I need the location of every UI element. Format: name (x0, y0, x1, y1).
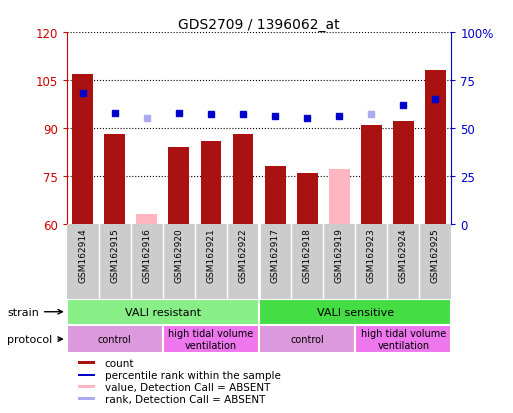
Text: GSM162917: GSM162917 (270, 228, 280, 282)
Bar (67, 325, 163, 354)
Text: percentile rank within the sample: percentile rank within the sample (105, 370, 281, 380)
Bar (104, 135, 125, 224)
Text: GSM162921: GSM162921 (206, 228, 215, 282)
Text: VALI resistant: VALI resistant (125, 307, 201, 317)
Bar (297, 173, 318, 224)
Bar (393, 122, 414, 224)
Text: strain: strain (7, 307, 63, 317)
Text: GSM162922: GSM162922 (239, 228, 248, 282)
Bar (329, 170, 350, 224)
Text: GSM162918: GSM162918 (303, 228, 312, 282)
Bar (72, 74, 93, 224)
Title: GDS2709 / 1396062_at: GDS2709 / 1396062_at (178, 18, 340, 32)
Bar (78, 397, 95, 400)
Text: GSM162914: GSM162914 (78, 228, 87, 282)
Bar (136, 214, 157, 224)
Bar (67, 299, 259, 325)
Text: count: count (105, 358, 134, 368)
Bar (259, 325, 355, 354)
Bar (168, 147, 189, 224)
Text: GSM162925: GSM162925 (431, 228, 440, 282)
Text: VALI sensitive: VALI sensitive (317, 307, 394, 317)
Text: high tidal volume
ventilation: high tidal volume ventilation (168, 328, 253, 350)
Bar (78, 385, 95, 388)
Bar (232, 135, 253, 224)
Text: high tidal volume
ventilation: high tidal volume ventilation (361, 328, 446, 350)
Text: control: control (290, 334, 324, 344)
Text: GSM162924: GSM162924 (399, 228, 408, 282)
Text: GSM162915: GSM162915 (110, 228, 120, 282)
Bar (265, 167, 286, 224)
Bar (78, 374, 95, 377)
Text: protocol: protocol (7, 334, 63, 344)
Bar (78, 361, 95, 364)
Text: GSM162920: GSM162920 (174, 228, 184, 282)
Bar (201, 141, 222, 224)
Bar (163, 325, 259, 354)
Text: GSM162916: GSM162916 (142, 228, 151, 282)
Text: control: control (98, 334, 132, 344)
Bar (355, 325, 451, 354)
Bar (259, 299, 451, 325)
Text: GSM162923: GSM162923 (367, 228, 376, 282)
Bar (425, 71, 446, 224)
Text: rank, Detection Call = ABSENT: rank, Detection Call = ABSENT (105, 394, 265, 404)
Text: GSM162919: GSM162919 (334, 228, 344, 282)
Bar (361, 125, 382, 224)
Text: value, Detection Call = ABSENT: value, Detection Call = ABSENT (105, 382, 270, 392)
